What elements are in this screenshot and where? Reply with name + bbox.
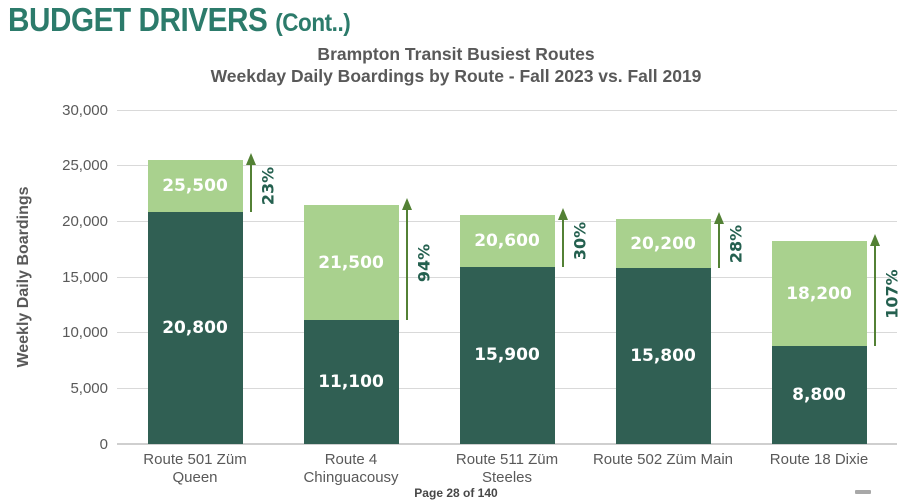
growth-arrow-head-icon [713,212,724,225]
growth-arrow-head-icon [557,207,568,220]
y-axis-tick-label: 0 [99,435,108,453]
page-title-suffix: (Cont..) [275,9,351,37]
chart-title-line1: Brampton Transit Busiest Routes [317,44,595,64]
corner-artifact [855,490,871,494]
gridline [117,165,897,167]
x-axis-category-label: Route 4 Chinguacousy [303,451,399,486]
fall2019-value-label: 20,800 [162,318,228,339]
growth-arrow-icon [561,219,564,267]
y-axis-tick-label: 30,000 [62,101,108,119]
growth-pct-label: 23% [258,167,277,206]
growth-arrow-head-icon [245,153,256,166]
chart-title-line2: Weekday Daily Boardings by Route - Fall … [210,65,702,86]
y-axis-tick-label: 15,000 [62,268,108,286]
page-number: Page 28 of 140 [414,486,498,500]
fall2023-total-label: 21,500 [318,252,384,273]
x-axis-category-label: Route 511 Züm Steeles [455,451,559,486]
bar-segment-fall2019 [147,212,243,444]
fall2019-value-label: 11,100 [318,372,384,393]
x-axis-category-label: Route 18 Dixie [769,451,869,468]
page-title-text: BUDGET DRIVERS [8,1,268,38]
growth-arrow-icon [249,165,252,213]
bar-segment-fall2023-growth [147,160,243,213]
growth-pct-label: 94% [414,243,433,282]
bar-segment-fall2019 [771,346,867,444]
bar-segment-fall2023-growth [771,241,867,346]
chart-title: Brampton Transit Busiest Routes Weekday … [211,44,702,88]
page-title: BUDGET DRIVERS (Cont..) [8,0,351,43]
fall2023-total-label: 20,600 [474,230,540,251]
x-axis-category-label: Route 502 Züm Main [592,451,734,468]
y-axis-tick-label: 20,000 [62,212,108,230]
growth-pct-label: 107% [882,268,900,319]
bar-segment-fall2019 [615,268,711,444]
y-axis-tick-label: 10,000 [62,324,108,342]
fall2023-total-label: 20,200 [630,233,696,254]
x-axis-baseline [117,443,897,445]
x-axis-category-label: Route 501 Züm Queen [143,451,247,486]
bar-segment-fall2023-growth [615,219,711,269]
growth-pct-label: 30% [570,221,589,260]
fall2023-total-label: 18,200 [786,283,852,304]
growth-pct-label: 28% [726,224,745,263]
growth-arrow-icon [717,224,720,269]
y-axis-tick-label: 25,000 [62,157,108,175]
fall2019-value-label: 15,800 [630,346,696,367]
y-axis-tick-label: 5,000 [70,379,108,397]
fall2019-value-label: 8,800 [792,385,846,405]
bar-segment-fall2019 [459,266,555,444]
fall2019-value-label: 15,900 [474,345,540,366]
growth-arrow-icon [873,246,876,346]
gridline [117,109,897,111]
bar-segment-fall2023-growth [459,214,555,267]
growth-arrow-icon [405,209,408,321]
bar-segment-fall2019 [303,320,399,444]
bar-segment-fall2023-growth [303,204,399,321]
fall2023-total-label: 25,500 [162,176,228,197]
growth-arrow-head-icon [869,234,880,247]
growth-arrow-head-icon [401,197,412,210]
